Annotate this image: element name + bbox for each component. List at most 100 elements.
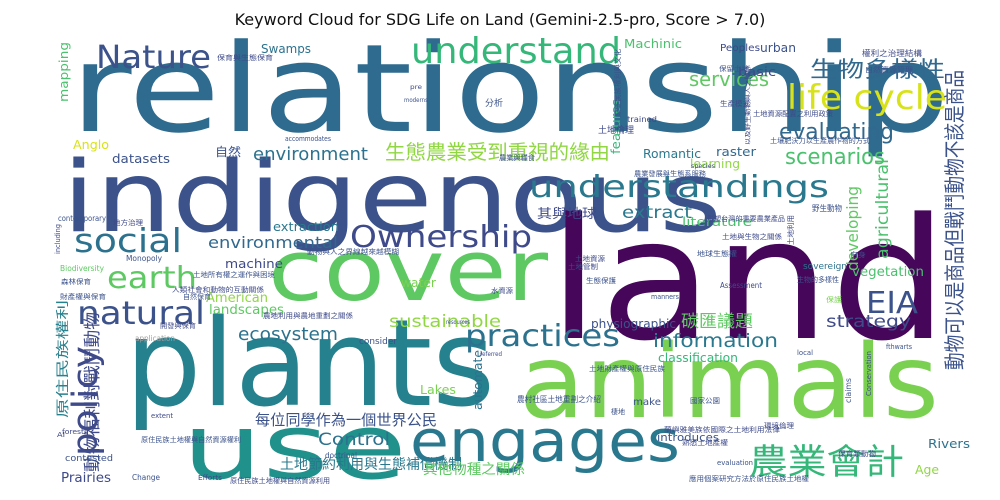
word-learning: learning (690, 157, 740, 171)
word-item-139: 森林保育 (61, 277, 91, 286)
word-relationship: relationship (70, 18, 950, 160)
word-trained: trained (627, 115, 657, 124)
word-evaluating: evaluating (779, 120, 894, 145)
word-conservation: Conservation (865, 351, 873, 396)
word-item-115: 動物與人之界線越來越模糊 (307, 247, 399, 256)
word-cover: cover (268, 222, 548, 321)
word-sovereign: sovereign (803, 262, 847, 272)
word-item-141: 國家公園 (690, 396, 720, 405)
word-item-131: 生物的多樣性 (797, 275, 839, 284)
word-item-37: 每位同學作為一個世界公民 (255, 411, 437, 429)
word-item-138: 生產模式 (720, 99, 750, 108)
word-item-19: 農業會計 (749, 443, 904, 483)
word-item-111: 地球生態權 (697, 249, 737, 258)
word-item-137: 農業與糧食 (499, 153, 535, 162)
word-item-136: 地方治理 (113, 218, 143, 227)
word-make: make (633, 397, 661, 408)
word-item-126: 保育與生態保育 (217, 53, 273, 62)
word-automate: automate (471, 350, 485, 410)
word-referred: referred (480, 351, 502, 358)
word-ecosystem: ecosystem (238, 324, 338, 345)
word-rivers: Rivers (928, 437, 970, 451)
word-age: Age (915, 463, 939, 477)
word-item-130: 土地資源 (575, 254, 605, 263)
word-item-104: 保護 (826, 295, 842, 304)
word-item-109: 土壤肥沃力以生產農作物的方式 (770, 136, 870, 145)
word-scenarios: scenarios (785, 145, 885, 170)
word-life-cycle: life cycle (787, 78, 947, 118)
word-water: water (401, 276, 436, 290)
word-extract: extract (622, 203, 692, 223)
word-indigenous: indigenous (62, 141, 722, 255)
word-mapping: mapping (57, 42, 71, 102)
word-item-142: 環境倫理 (764, 421, 794, 430)
word-item-128: 土地利用 (786, 215, 795, 245)
word-urban: urban (760, 41, 796, 55)
word-item-133: 原住民族權利與文化 (613, 49, 622, 117)
word-item-132: 土地管制 (568, 262, 598, 271)
word-classification: classification (658, 351, 738, 365)
word-social: social (74, 221, 182, 260)
word-physiographic: physiographic (591, 317, 676, 331)
word-item-127: 生態保護 (586, 276, 616, 285)
word-romantic: Romantic (643, 147, 701, 161)
word-including: including (54, 224, 62, 254)
word-control: Control (318, 430, 390, 450)
word-anglo: Anglo (73, 138, 109, 152)
word-item-110: 形塑台灣的重要農業產品 (707, 214, 785, 223)
word-moderns: moderns (404, 97, 428, 104)
word-prairies: Prairies (61, 471, 111, 486)
word-item-134: 以及野生動物與人之關係 (744, 65, 752, 145)
word-item-118: 開發與保育 (160, 321, 196, 330)
word-environmental: environmental (208, 233, 338, 252)
word-item-144: 保育類動物 (838, 449, 876, 458)
word-application: application (135, 334, 175, 343)
word-lakes: Lakes (420, 383, 456, 397)
word-forests: forests (62, 428, 88, 436)
word-item-106: 自然資源管理 (865, 65, 913, 74)
word-item-41: 原住民族權利 (55, 300, 71, 418)
word-consider: consider (359, 337, 397, 347)
word-american: American (206, 291, 268, 306)
word-item-108: 土地資源配置之利用政策 (753, 109, 833, 118)
word-contested: contested (65, 454, 113, 464)
word-sustainable: sustainable (389, 312, 501, 332)
word-natural: natural (77, 294, 205, 332)
word-contemporary: contemporary (58, 214, 106, 223)
word-understand: understand (411, 31, 621, 72)
word-basic: basic (738, 65, 776, 79)
word-environment: environment (253, 144, 368, 165)
word-item-40: 其他物種之關係 (423, 462, 525, 478)
word-plants: plants (125, 295, 495, 434)
word-accommodates: accommodates (285, 135, 331, 143)
word-land: land (548, 182, 948, 378)
word-fthwarts: fthwarts (886, 343, 912, 351)
word-item-28: 動物可以是商品但戰鬥動物不該是商品 (943, 70, 967, 370)
word-item-124: 熟悉土地產權 (682, 438, 728, 447)
word-extraction: extraction (273, 220, 339, 234)
word-raster: raster (716, 145, 756, 159)
word-item-120: 原住民族土地權與自然資源利用 (230, 476, 330, 485)
word-item-117: 農村社區土地重劃之介紹 (517, 394, 601, 404)
word-item-107: 保留土地 (719, 64, 749, 73)
word-item-143: 棲地 (611, 407, 625, 416)
word-strategy: strategy (826, 312, 911, 332)
word-introduces: introduces (657, 431, 719, 444)
word-item-103: 自身 (850, 250, 866, 259)
word-evaluation: evaluation (717, 459, 753, 467)
word-local: local (797, 349, 813, 357)
word-item-129: 財產權與保育 (60, 292, 106, 301)
word-item-39: 土地節約利用與生態補償機制 (280, 456, 462, 473)
word-developing: developing (843, 186, 862, 271)
word-machinic: Machinic (624, 37, 682, 51)
word-assessment: Assessment (720, 281, 762, 290)
word-animals: animals (519, 323, 939, 442)
word-item-76: 分析 (485, 97, 503, 109)
word-item-125: 土地財產權與原住民族 (589, 364, 665, 373)
word-item-38: 動物福利對戰鬥動物 (83, 312, 103, 472)
word-item-119: 自然保育 (183, 292, 211, 301)
word-agricultural: agricultural (873, 159, 893, 259)
word-peoples: Peoples (720, 43, 760, 54)
word-resources: resources (446, 319, 470, 326)
